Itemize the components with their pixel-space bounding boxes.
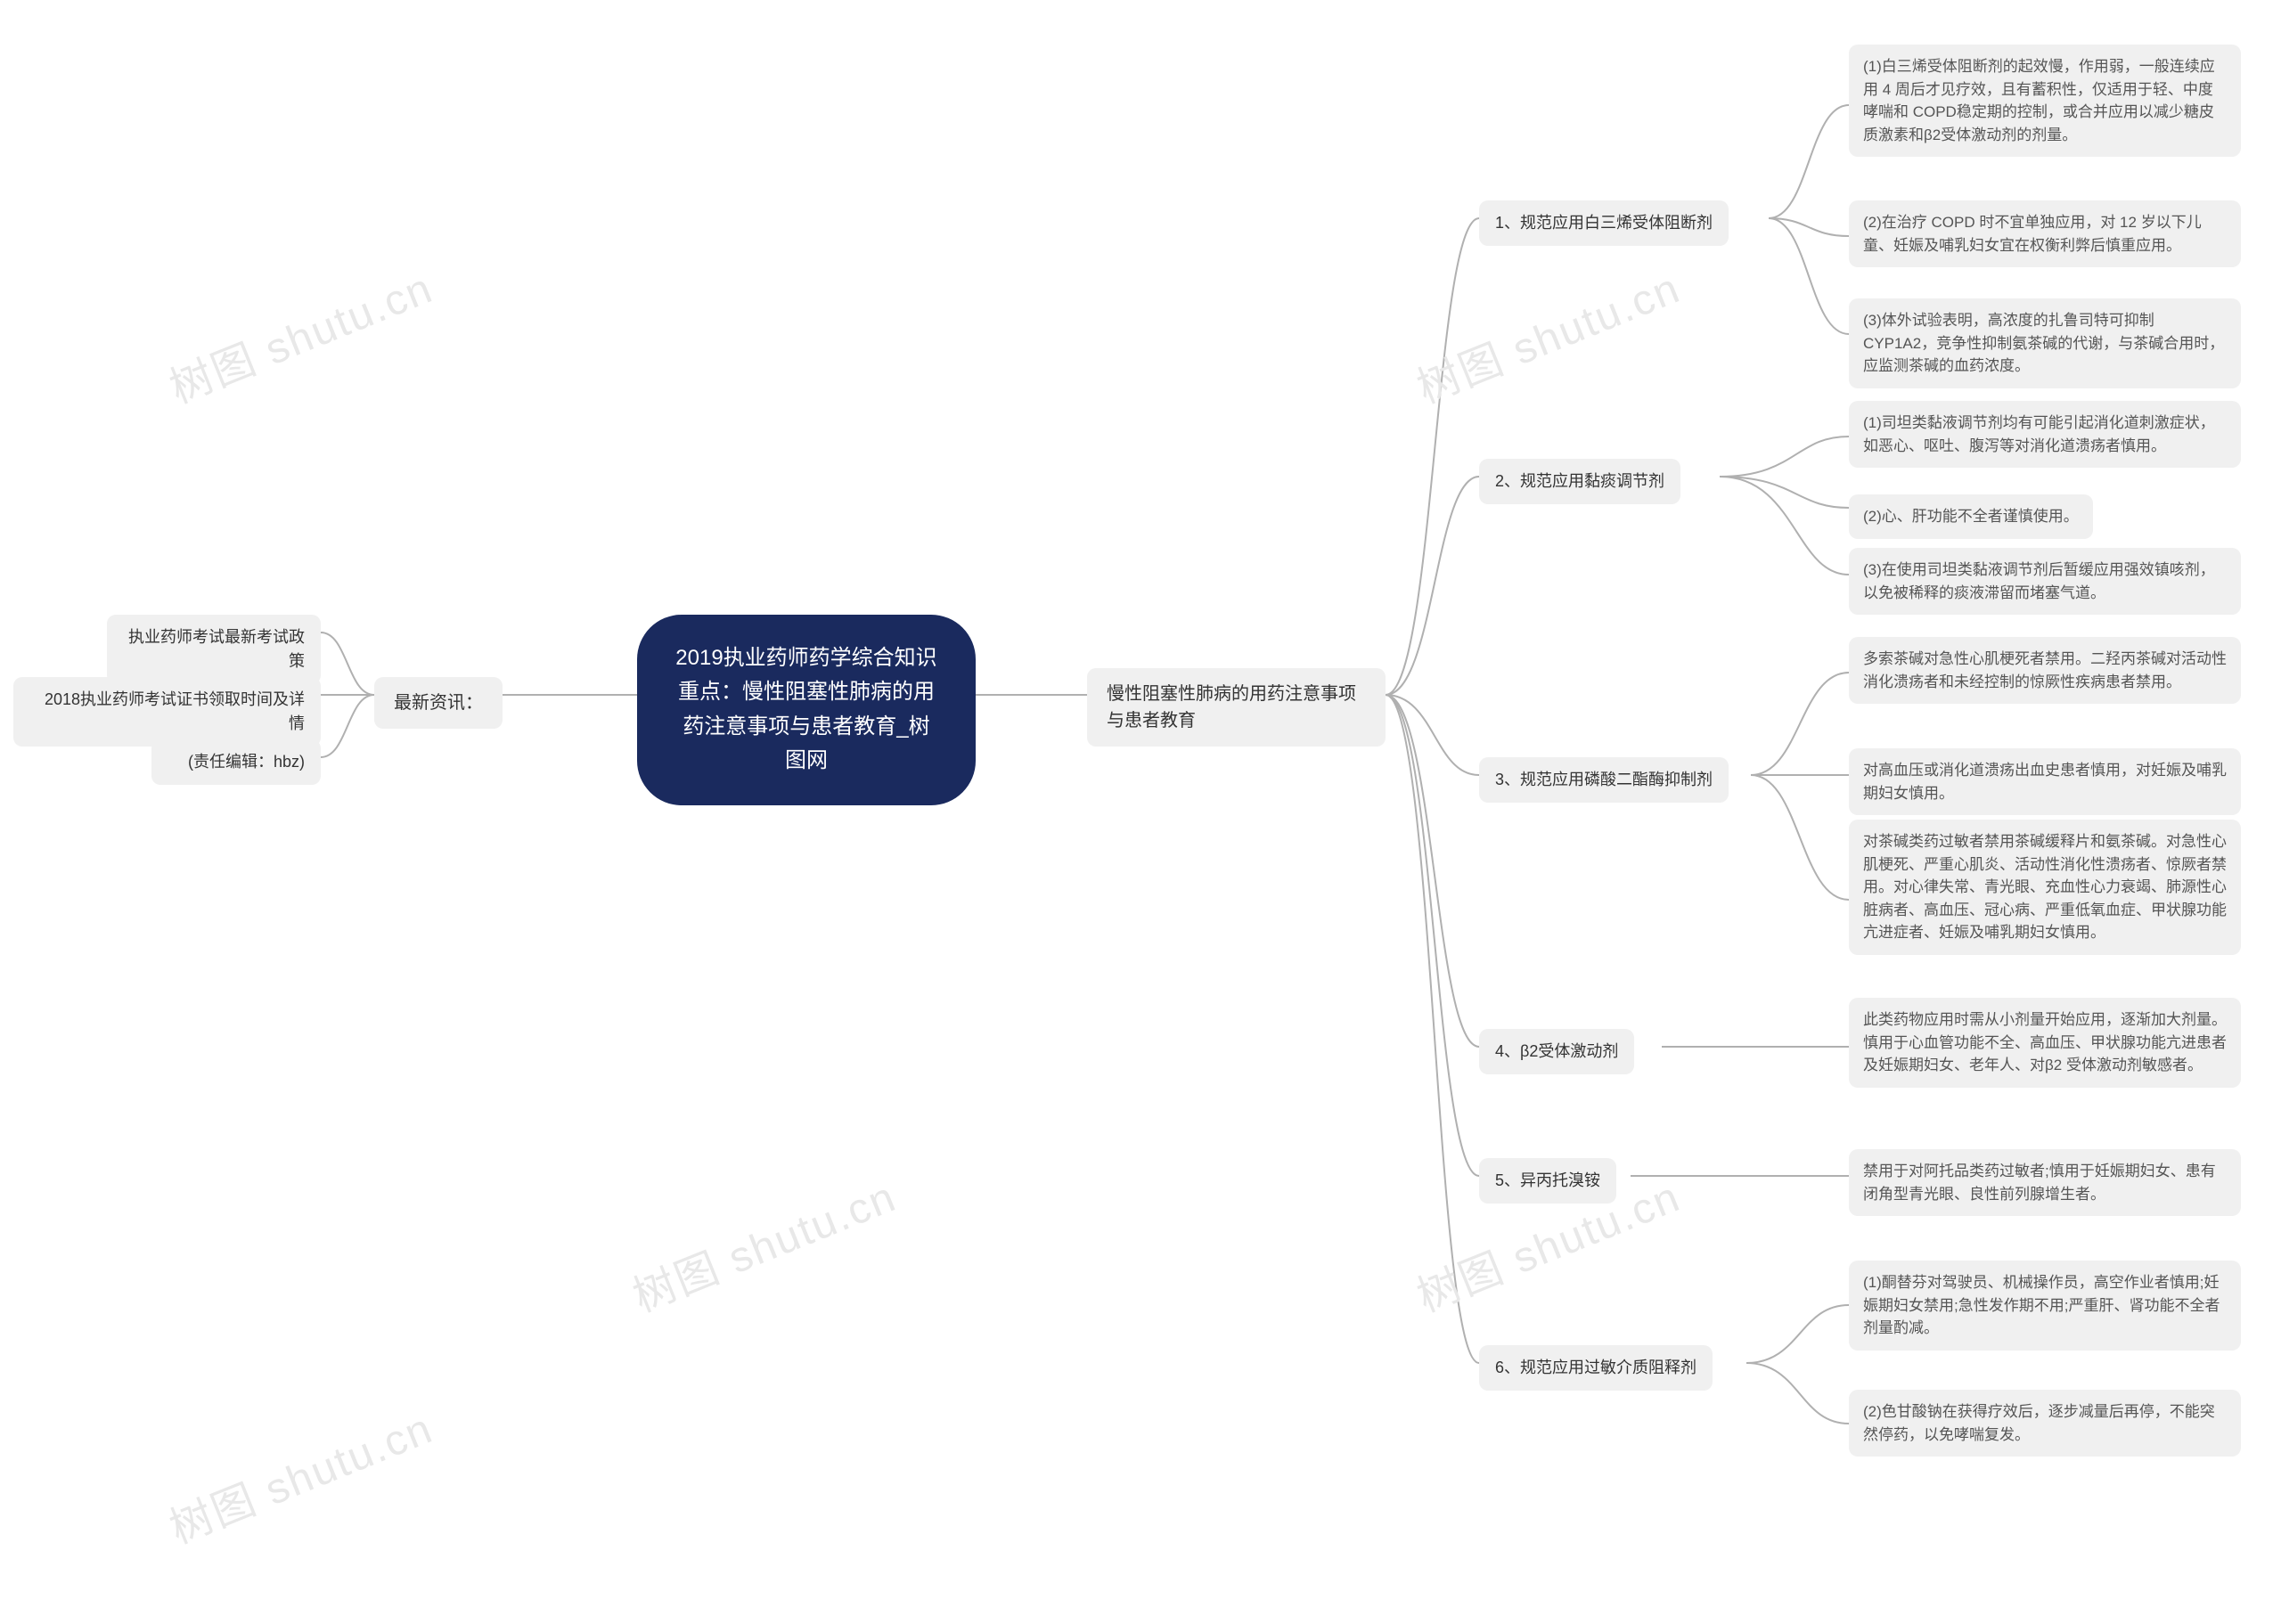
left-item[interactable]: (责任编辑：hbz) [151,739,321,785]
center-node[interactable]: 2019执业药师药学综合知识重点：慢性阻塞性肺病的用药注意事项与患者教育_树图网 [637,615,976,805]
section-node[interactable]: 6、规范应用过敏介质阻释剂 [1479,1345,1713,1391]
leaf-node: 对高血压或消化道溃疡出血史患者慎用，对妊娠及哺乳期妇女慎用。 [1849,748,2241,815]
leaf-node: 禁用于对阿托品类药过敏者;慎用于妊娠期妇女、患有闭角型青光眼、良性前列腺增生者。 [1849,1149,2241,1216]
leaf-node: (2)心、肝功能不全者谨慎使用。 [1849,494,2093,539]
leaf-node: (1)白三烯受体阻断剂的起效慢，作用弱，一般连续应用 4 周后才见疗效，且有蓄积… [1849,45,2241,157]
leaf-node: (3)体外试验表明，高浓度的扎鲁司特可抑制 CYP1A2，竞争性抑制氨茶碱的代谢… [1849,298,2241,388]
watermark: 树图 shutu.cn [159,253,440,415]
left-branch[interactable]: 最新资讯： [374,677,503,729]
leaf-node: 对茶碱类药过敏者禁用茶碱缓释片和氨茶碱。对急性心肌梗死、严重心肌炎、活动性消化性… [1849,820,2241,955]
watermark: 树图 shutu.cn [1406,253,1688,415]
leaf-node: (2)色甘酸钠在获得疗效后，逐步减量后再停，不能突然停药，以免哮喘复发。 [1849,1390,2241,1457]
leaf-node: (1)酮替芬对驾驶员、机械操作员，高空作业者慎用;妊娠期妇女禁用;急性发作期不用… [1849,1261,2241,1351]
watermark: 树图 shutu.cn [159,1393,440,1555]
leaf-node: 多索茶碱对急性心肌梗死者禁用。二羟丙茶碱对活动性消化溃疡者和未经控制的惊厥性疾病… [1849,637,2241,704]
section-node[interactable]: 4、β2受体激动剂 [1479,1029,1634,1074]
leaf-node: 此类药物应用时需从小剂量开始应用，逐渐加大剂量。慎用于心血管功能不全、高血压、甲… [1849,998,2241,1088]
left-item[interactable]: 执业药师考试最新考试政策 [107,615,321,684]
section-node[interactable]: 2、规范应用黏痰调节剂 [1479,459,1680,504]
section-node[interactable]: 3、规范应用磷酸二酯酶抑制剂 [1479,757,1729,803]
left-item[interactable]: 2018执业药师考试证书领取时间及详情 [13,677,321,747]
section-node[interactable]: 1、规范应用白三烯受体阻断剂 [1479,200,1729,246]
watermark: 树图 shutu.cn [622,1162,903,1324]
leaf-node: (1)司坦类黏液调节剂均有可能引起消化道刺激症状，如恶心、呕吐、腹泻等对消化道溃… [1849,401,2241,468]
leaf-node: (2)在治疗 COPD 时不宜单独应用，对 12 岁以下儿童、妊娠及哺乳妇女宜在… [1849,200,2241,267]
section-node[interactable]: 5、异丙托溴铵 [1479,1158,1616,1204]
right-branch[interactable]: 慢性阻塞性肺病的用药注意事项与患者教育 [1087,668,1386,747]
leaf-node: (3)在使用司坦类黏液调节剂后暂缓应用强效镇咳剂，以免被稀释的痰液滞留而堵塞气道… [1849,548,2241,615]
